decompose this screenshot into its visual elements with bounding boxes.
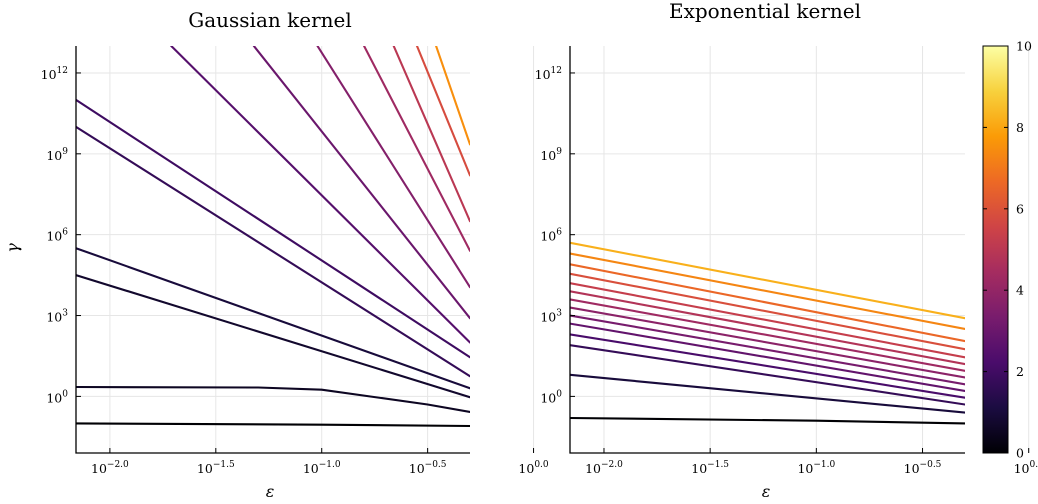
series-line (76, 422, 470, 428)
series-line (570, 252, 965, 331)
series-line (415, 46, 470, 177)
series-line (570, 333, 965, 399)
x-tick-label: 10−1.5 (197, 460, 235, 476)
series-line (435, 46, 470, 146)
exponential-x-axis-label: ε (762, 482, 771, 501)
y-tick-label: 103 (46, 309, 68, 325)
colorbar-tick-label: 8 (1016, 120, 1024, 135)
series-line (570, 416, 965, 425)
series-line (570, 263, 965, 343)
x-tick-label: 10−2.0 (585, 460, 623, 476)
exponential-plot-title: Exponential kernel (669, 0, 861, 23)
series-line (76, 247, 470, 390)
series-line (316, 46, 470, 289)
y-tick-label: 1012 (41, 66, 68, 82)
colorbar-tick-label: 6 (1016, 201, 1024, 216)
y-tick-label: 109 (540, 147, 562, 163)
colorbar: 0 2 4 6 8 10 (982, 39, 1032, 461)
x-tick-label: 10−1.5 (691, 460, 729, 476)
y-tick-label: 106 (46, 228, 68, 244)
y-tick-label: 106 (540, 228, 562, 244)
colorbar-tick-label: 2 (1016, 364, 1024, 379)
y-tick-label: 103 (540, 309, 562, 325)
gaussian-y-axis-label: γ (3, 243, 22, 253)
x-tick-label: 10−1.0 (797, 460, 835, 476)
series-line (76, 125, 470, 378)
x-tick-label: 10−0.5 (409, 460, 447, 476)
y-tick-label: 100 (46, 389, 68, 405)
x-tick-label: 10−2.0 (91, 460, 129, 476)
series-line (76, 385, 470, 414)
series-line (570, 373, 965, 414)
series-line (570, 344, 965, 406)
series-line (570, 306, 965, 379)
series-line (76, 274, 470, 399)
series-line (570, 272, 965, 351)
y-tick-label: 1012 (535, 66, 562, 82)
colorbar-tick-label: 0 (1016, 446, 1024, 461)
exponential-kernel-panel: Exponential kernel 10−2.0 10−1.5 10−1.0 10−… (535, 0, 1038, 501)
series-line (570, 298, 965, 372)
series-line (570, 241, 965, 320)
colorbar-tick-label: 10 (1016, 39, 1032, 54)
series-line (570, 282, 965, 359)
gaussian-kernel-panel: Gaussian kernel 10−2.0 10−1.5 10−1.0 10−0.5… (3, 8, 549, 501)
colorbar-gradient (982, 45, 1009, 454)
colorbar-tick-label: 4 (1016, 283, 1024, 298)
series-line (570, 290, 965, 366)
series-line (76, 98, 470, 359)
gaussian-plot-title: Gaussian kernel (188, 8, 352, 32)
y-tick-label: 100 (540, 389, 562, 405)
axes-frame (569, 46, 965, 454)
x-tick-label: 10−1.0 (303, 460, 341, 476)
x-tick-label: 10−0.5 (904, 460, 942, 476)
series-line (252, 46, 470, 320)
axes-frame (75, 46, 470, 454)
x-tick-label: 100.0 (1014, 460, 1038, 476)
series-line (363, 46, 470, 252)
y-tick-label: 109 (46, 147, 68, 163)
series-line (570, 322, 965, 393)
series-line (392, 46, 470, 223)
x-tick-label: 100.0 (518, 460, 548, 476)
gaussian-x-axis-label: ε (266, 482, 275, 501)
series-line (170, 46, 470, 344)
series-line (570, 314, 965, 386)
